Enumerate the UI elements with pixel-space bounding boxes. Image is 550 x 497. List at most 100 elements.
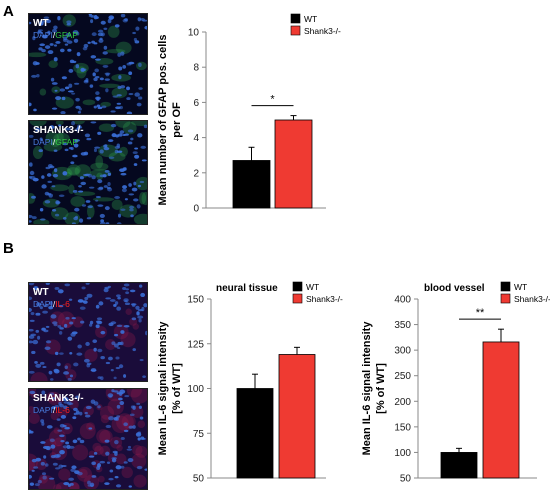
dapi-nucleus — [35, 329, 40, 333]
dapi-nucleus — [123, 429, 129, 433]
dapi-nucleus — [96, 104, 101, 108]
dapi-nucleus — [83, 173, 89, 177]
dapi-nucleus — [83, 43, 89, 48]
dapi-nucleus — [53, 57, 58, 62]
gfap-signal — [92, 197, 115, 202]
y-tick-label: 100 — [394, 448, 411, 459]
dapi-nucleus — [86, 362, 92, 366]
dapi-nucleus — [107, 181, 111, 186]
y-axis-label: Mean number of GFAP pos. cells per OF — [157, 35, 183, 206]
legend-label: WT — [304, 14, 317, 24]
panel-letter-b: B — [3, 240, 14, 257]
dapi-nucleus — [131, 187, 138, 192]
il6-signal — [69, 399, 79, 410]
chart-title: neural tissue — [216, 283, 278, 294]
dapi-nucleus — [69, 374, 74, 378]
dapi-nucleus — [35, 312, 41, 316]
dapi-nucleus — [93, 105, 97, 109]
dapi-nucleus — [29, 340, 33, 344]
dapi-nucleus — [119, 130, 125, 134]
dapi-nucleus — [71, 465, 77, 470]
dapi-nucleus — [56, 418, 61, 421]
dapi-nucleus — [41, 390, 46, 395]
gfap-signal — [74, 191, 96, 197]
il6-signal — [132, 444, 143, 456]
il6-signal — [83, 474, 100, 489]
dapi-nucleus — [92, 72, 96, 77]
y-tick-label: 50 — [193, 474, 205, 485]
dapi-nucleus — [53, 44, 58, 47]
legend-label: Shank3-/- — [514, 294, 550, 304]
dapi-nucleus — [84, 414, 91, 418]
dapi-nucleus — [57, 429, 63, 432]
dapi-nucleus — [97, 29, 104, 33]
dapi-nucleus — [32, 61, 38, 66]
il6-signal — [97, 475, 105, 483]
dapi-nucleus — [113, 390, 119, 393]
dapi-nucleus — [59, 449, 65, 455]
gfap-signal — [56, 132, 64, 142]
dapi-nucleus — [87, 480, 91, 485]
dapi-nucleus — [67, 377, 72, 381]
dapi-nucleus — [29, 220, 32, 223]
il6-signal — [53, 484, 62, 489]
dapi-nucleus — [71, 222, 76, 224]
y-axis-label: Mean IL-6 signal intensity [% of WT] — [361, 321, 387, 456]
bar-wt — [440, 452, 478, 479]
dapi-nucleus — [130, 405, 135, 409]
dapi-nucleus — [56, 362, 61, 367]
dapi-nucleus — [64, 86, 70, 90]
dapi-nucleus — [95, 196, 101, 199]
dapi-nucleus — [144, 468, 147, 471]
dapi-nucleus — [86, 217, 92, 220]
gfap-signal — [98, 144, 119, 158]
dapi-nucleus — [73, 407, 78, 412]
il6-signal — [54, 437, 63, 447]
dapi-nucleus — [29, 482, 35, 486]
dapi-nucleus — [140, 145, 147, 149]
dapi-nucleus — [51, 406, 56, 410]
dapi-nucleus — [100, 20, 106, 25]
dapi-nucleus — [123, 422, 128, 427]
chart-gfap: 0 2 4 6 8 10 * WT Shank3-/- Mean number of GFAP p… — [157, 13, 341, 215]
dapi-nucleus — [110, 321, 117, 325]
dapi-nucleus — [84, 358, 90, 363]
dapi-nucleus — [133, 37, 137, 42]
dapi-nucleus — [132, 151, 138, 155]
dapi-nucleus — [80, 320, 85, 324]
il6-signal — [86, 422, 96, 432]
dapi-nucleus — [126, 86, 131, 91]
dapi-nucleus — [108, 477, 114, 481]
dapi-nucleus — [109, 17, 114, 20]
dapi-nucleus — [137, 437, 141, 441]
legend-swatch — [290, 13, 301, 24]
gfap-signal — [133, 213, 147, 224]
dapi-nucleus — [90, 55, 97, 59]
dapi-nucleus — [124, 302, 131, 306]
dapi-nucleus — [81, 204, 87, 207]
dapi-nucleus — [105, 451, 110, 456]
dapi-nucleus — [78, 218, 84, 223]
micrograph-stain-label: DAPI/GFAP — [33, 30, 78, 40]
gfap-signal — [96, 172, 104, 181]
dapi-nucleus — [31, 195, 36, 199]
dapi-nucleus — [43, 455, 47, 459]
dapi-nucleus — [93, 347, 97, 352]
dapi-nucleus — [97, 463, 102, 468]
dapi-nucleus — [72, 190, 78, 193]
dapi-nucleus — [63, 323, 68, 328]
dapi-nucleus — [135, 305, 140, 310]
dapi-nucleus — [104, 206, 110, 211]
dapi-nucleus — [42, 366, 47, 369]
dapi-nucleus — [136, 311, 140, 316]
dapi-nucleus — [105, 297, 112, 300]
dapi-nucleus — [32, 177, 39, 182]
dapi-nucleus — [88, 15, 94, 18]
dapi-nucleus — [110, 123, 117, 128]
dapi-nucleus — [62, 171, 68, 176]
y-tick-label: 75 — [193, 429, 205, 440]
dapi-nucleus — [51, 82, 58, 85]
dapi-nucleus — [32, 339, 39, 345]
il6-signal — [57, 407, 68, 418]
dapi-nucleus — [70, 468, 76, 473]
